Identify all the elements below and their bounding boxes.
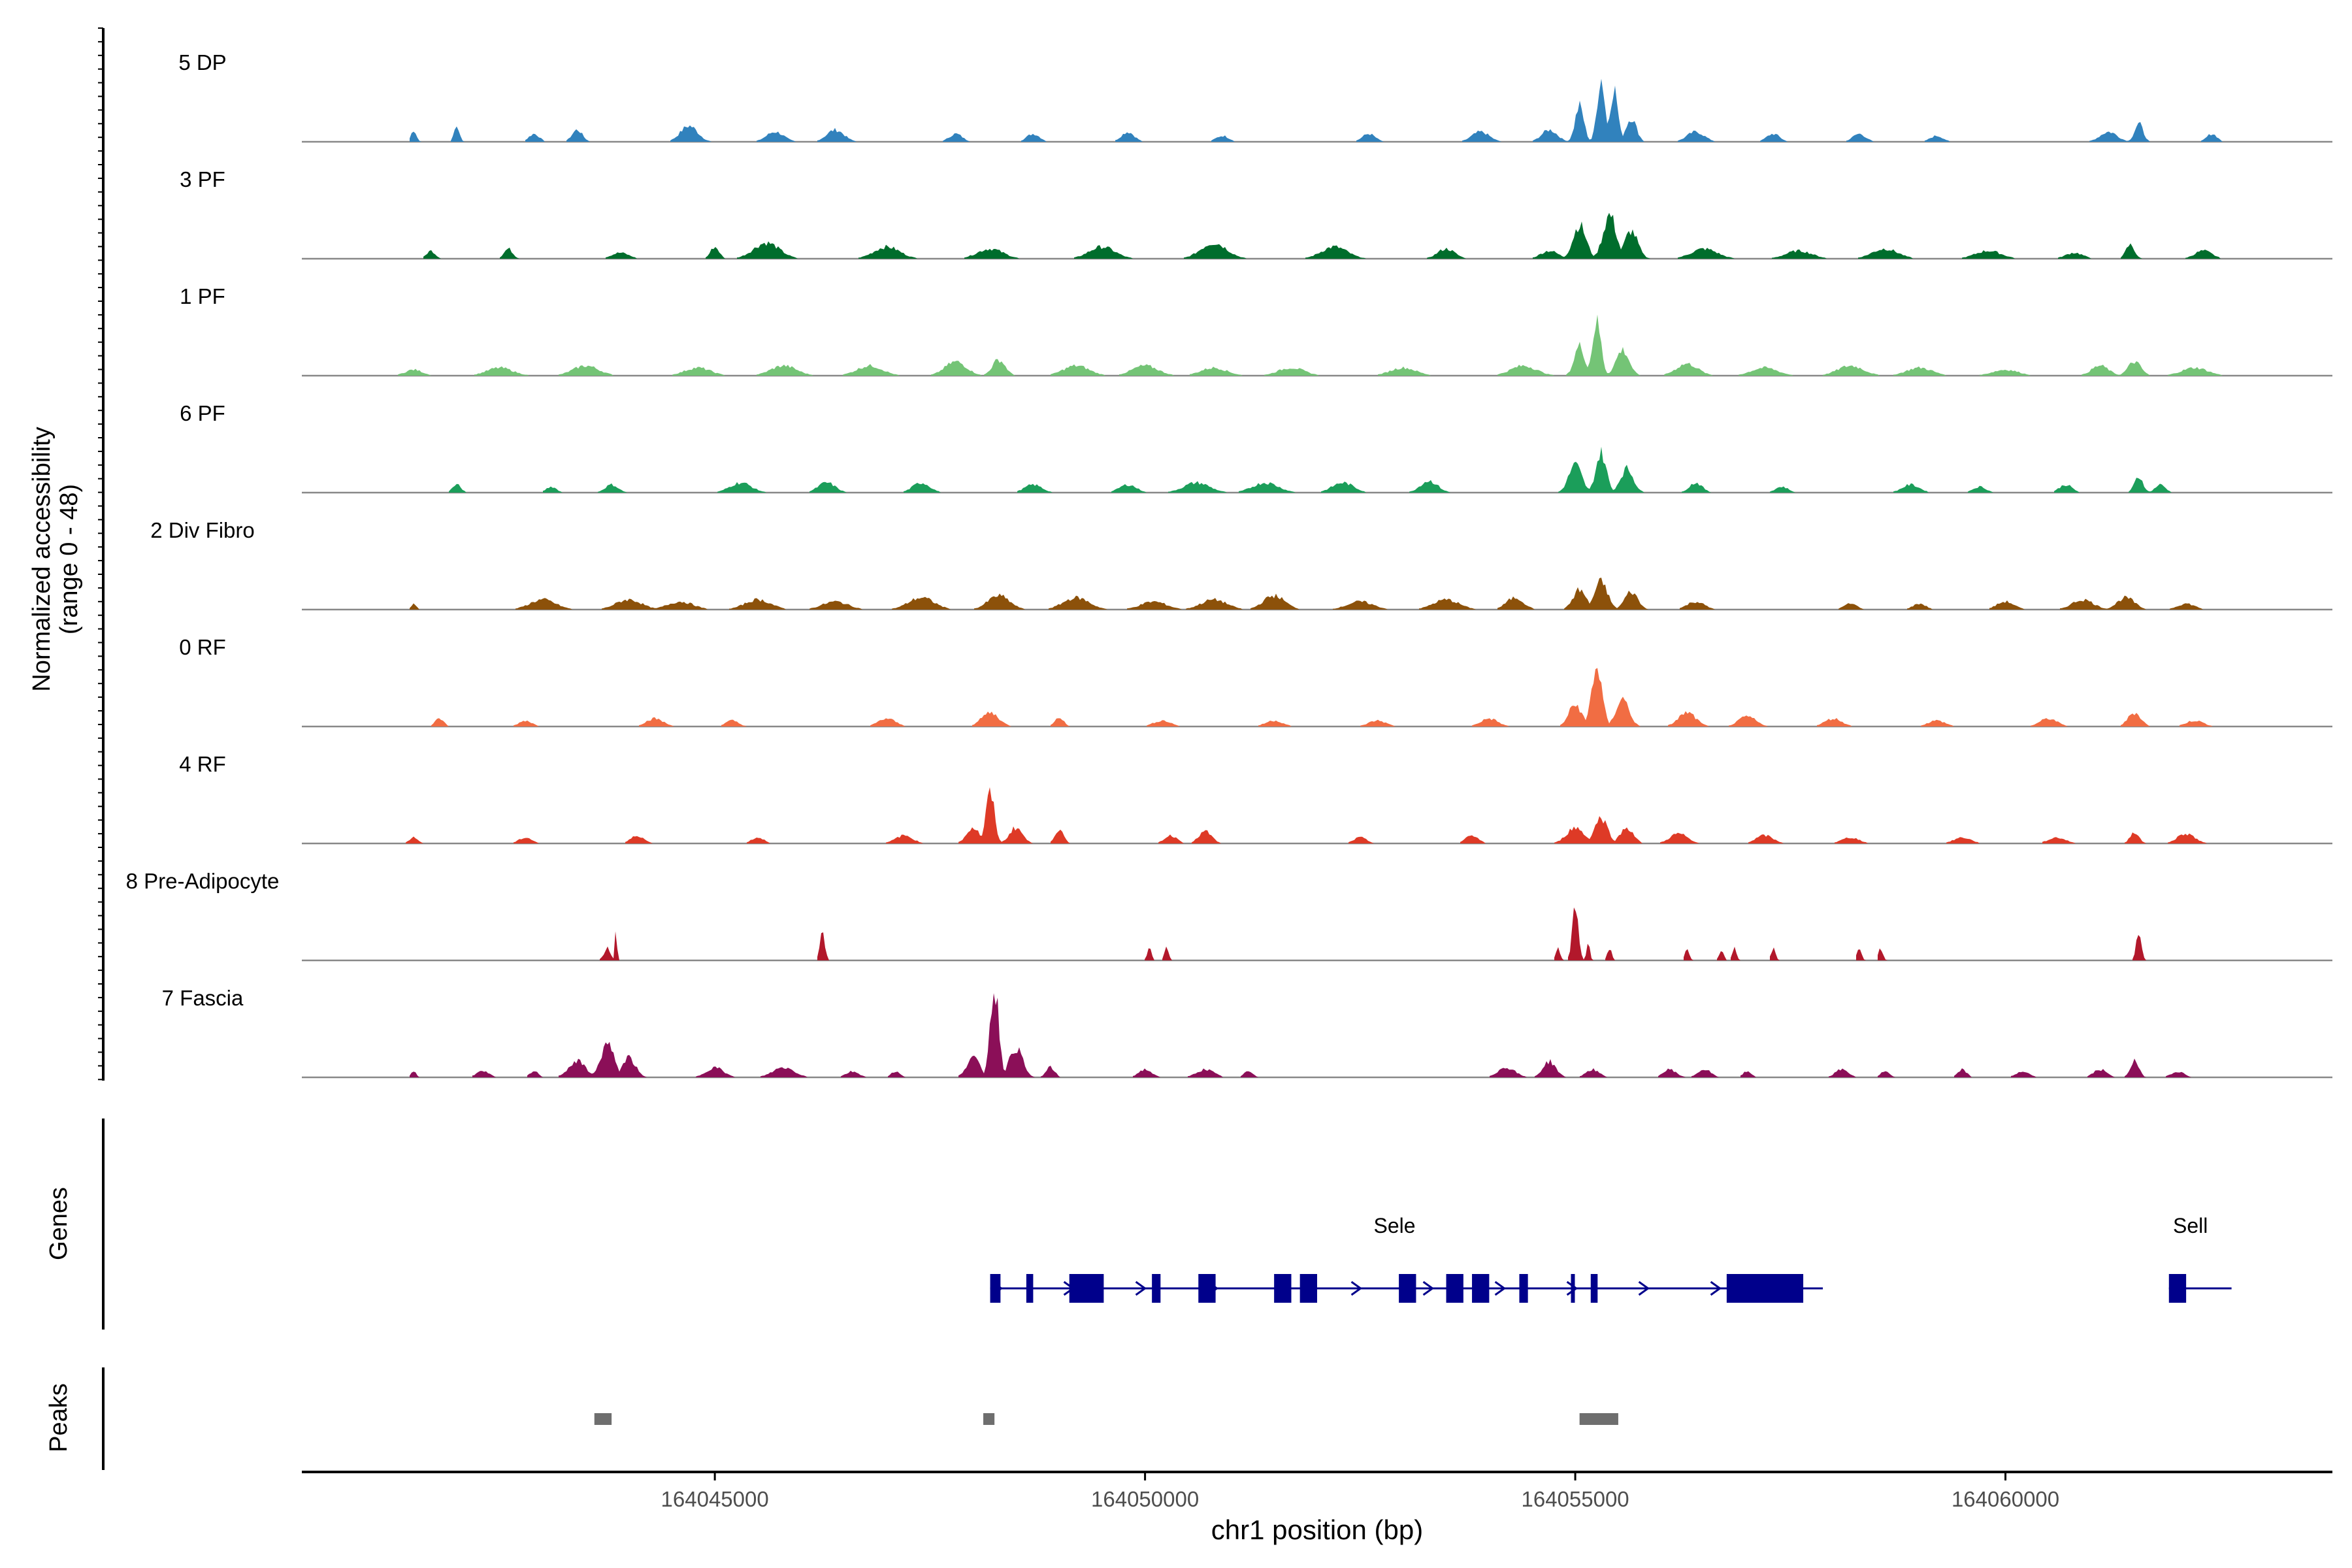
gene-name-label: Sell [2173, 1214, 2208, 1237]
gene-exon [1590, 1274, 1598, 1303]
peak-region [1579, 1413, 1618, 1425]
strand-arrow [1566, 1281, 1578, 1296]
strand-arrow [1710, 1281, 1722, 1296]
gene-exon [1274, 1274, 1292, 1303]
coverage-area [410, 578, 2203, 610]
strand-arrow [1494, 1281, 1507, 1296]
track-label: 4 RF [179, 752, 226, 776]
peaks-track-label: Peaks [45, 1383, 73, 1452]
track-4: 2 Div Fibro [150, 518, 2332, 611]
coverage-area [410, 993, 2191, 1077]
coverage-area [600, 907, 2146, 960]
x-axis-ticks: 164045000 164050000 164055000 164060000 [661, 1472, 2059, 1511]
track-5: 0 RF [179, 635, 2332, 728]
x-axis-tick-label: 164050000 [1091, 1487, 1199, 1511]
x-axis-tick-label: 164060000 [1952, 1487, 2059, 1511]
track-label: 1 PF [180, 284, 225, 308]
coverage-area [431, 668, 2213, 727]
coverage-area [449, 446, 2172, 493]
track-label: 5 DP [178, 50, 226, 74]
gene-exon [1152, 1274, 1161, 1303]
track-label: 0 RF [179, 635, 226, 659]
genes-track-label: Genes [45, 1187, 73, 1260]
track-label: 7 Fascia [162, 986, 244, 1010]
accessibility-y-axis [98, 27, 105, 1081]
gene-exon [1519, 1274, 1528, 1303]
gene-exon [1472, 1274, 1490, 1303]
strand-arrow [1135, 1281, 1147, 1296]
gene-exon [1026, 1274, 1034, 1303]
gene-sell: Sell [2168, 1214, 2232, 1303]
track-label: 6 PF [180, 401, 225, 425]
track-3: 6 PF [180, 401, 2332, 494]
track-2: 1 PF [180, 284, 2332, 377]
peak-region [594, 1413, 612, 1425]
gene-exon [1198, 1274, 1216, 1303]
gene-exon [1299, 1274, 1317, 1303]
coverage-area [410, 78, 2223, 142]
coverage-tracks: 5 DP 3 PF 1 PF 6 PF 2 Div Fibro 0 RF 4 RF 8 Pre… [126, 50, 2332, 1079]
gene-exon [1446, 1274, 1463, 1303]
strand-arrow [1422, 1281, 1435, 1296]
y-axis-label-line2: (range 0 - 48) [56, 484, 83, 634]
gene-sele: Sele [990, 1214, 1823, 1303]
strand-arrow [1638, 1281, 1650, 1296]
track-label: 2 Div Fibro [150, 518, 255, 542]
peak-regions-track [594, 1413, 1618, 1425]
track-8: 7 Fascia [162, 986, 2332, 1079]
gene-exon [2168, 1274, 2187, 1303]
gene-exon [1399, 1274, 1416, 1303]
track-0: 5 DP [178, 50, 2332, 143]
x-axis-tick-label: 164055000 [1521, 1487, 1629, 1511]
x-axis-label: chr1 position (bp) [1211, 1514, 1424, 1545]
coverage-area [406, 787, 2207, 843]
track-label: 3 PF [180, 167, 225, 191]
track-label: 8 Pre-Adipocyte [126, 869, 280, 893]
y-axis-label-line1: Normalized accessibility [28, 427, 56, 691]
coverage-area [423, 212, 2221, 259]
gene-exon [990, 1274, 1001, 1303]
strand-arrow [1350, 1281, 1363, 1296]
gene-exon [1571, 1274, 1575, 1303]
track-7: 8 Pre-Adipocyte [126, 869, 2332, 962]
gene-annotation-track: Sele Sell [990, 1214, 2232, 1303]
gene-exon [1726, 1274, 1804, 1303]
track-1: 3 PF [180, 167, 2332, 260]
gene-exon [1069, 1274, 1104, 1303]
gene-name-label: Sele [1374, 1214, 1416, 1237]
x-axis-tick-label: 164045000 [661, 1487, 769, 1511]
track-6: 4 RF [179, 752, 2332, 845]
coverage-area [398, 314, 2223, 376]
peak-region [983, 1413, 995, 1425]
